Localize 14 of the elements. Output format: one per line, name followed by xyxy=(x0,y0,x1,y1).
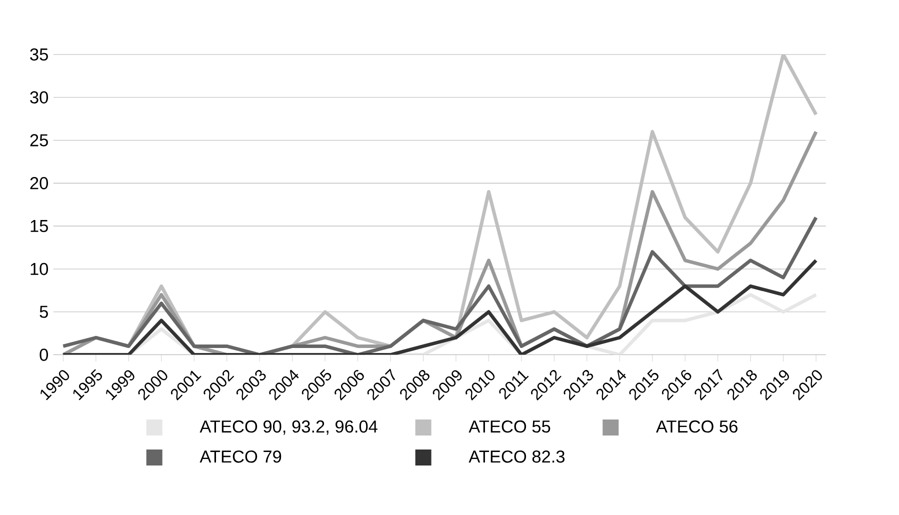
legend-label: ATECO 55 xyxy=(468,420,550,433)
legend-label: ATECO 90, 93.2, 96.04 xyxy=(200,420,378,435)
y-tick-label: 25 xyxy=(30,134,48,146)
legend-label: ATECO 79 xyxy=(200,450,282,463)
y-tick-label: 5 xyxy=(40,306,48,318)
line-series xyxy=(61,216,818,355)
legend-label: ATECO 56 xyxy=(656,420,738,433)
y-tick-label: 15 xyxy=(30,220,48,232)
y-tick-label: 30 xyxy=(30,91,48,104)
y-tick-label: 35 xyxy=(30,48,48,61)
y-tick-label: 20 xyxy=(30,177,48,190)
y-tick-label: 0 xyxy=(40,348,48,361)
legend-label: ATECO 82.3 xyxy=(468,450,565,463)
y-tick-label: 10 xyxy=(30,262,48,276)
